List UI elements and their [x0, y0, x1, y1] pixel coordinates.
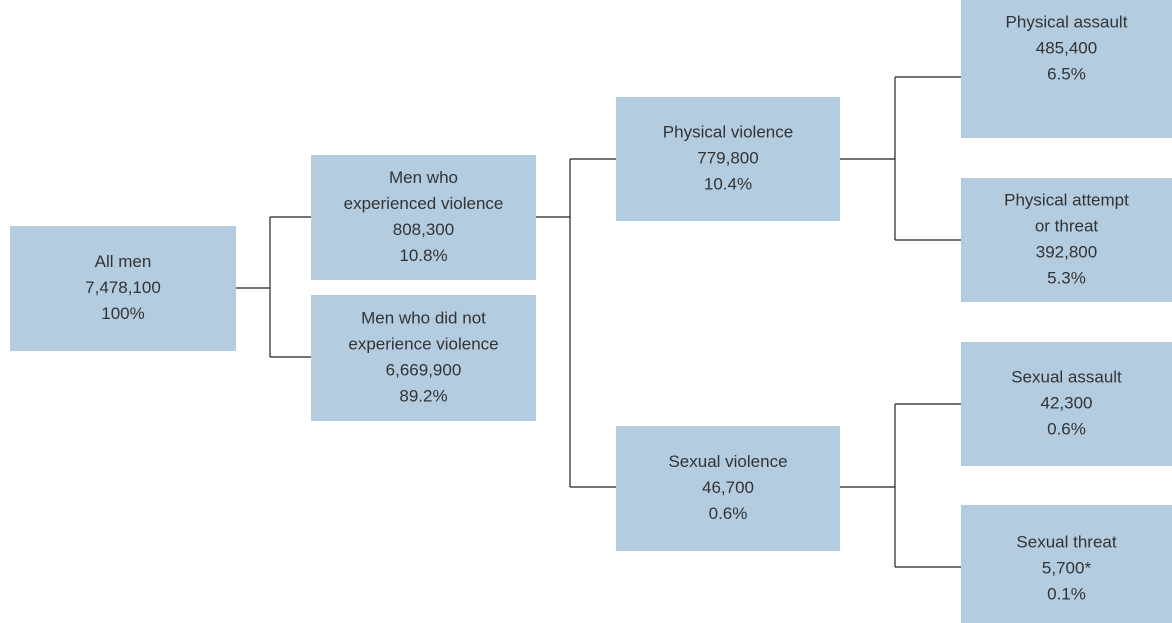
- node-box: [616, 426, 840, 551]
- node-text: 46,700: [702, 478, 754, 497]
- connector: [840, 76, 961, 241]
- node-text: Men who did not: [361, 308, 486, 327]
- node-box: [961, 0, 1172, 138]
- node-text: Sexual violence: [668, 452, 787, 471]
- node-text: 10.8%: [399, 246, 447, 265]
- connector: [840, 403, 961, 568]
- node-text: 89.2%: [399, 386, 447, 405]
- node-text: experienced violence: [344, 194, 504, 213]
- node-box: [961, 178, 1172, 302]
- node-text: 0.1%: [1047, 584, 1086, 603]
- node-box: [616, 97, 840, 221]
- connector: [236, 216, 311, 358]
- node-text: 7,478,100: [85, 278, 161, 297]
- node-text: All men: [95, 252, 152, 271]
- node-box: [311, 295, 536, 421]
- node-text: experience violence: [348, 334, 498, 353]
- connector: [536, 158, 616, 488]
- node-text: 0.6%: [709, 504, 748, 523]
- node-text: 392,800: [1036, 242, 1097, 261]
- node-text: Sexual assault: [1011, 367, 1122, 386]
- connectors: [236, 76, 961, 568]
- node-text: 779,800: [697, 148, 758, 167]
- node-text: 485,400: [1036, 38, 1097, 57]
- node-box: [10, 226, 236, 351]
- node-text: 5,700*: [1042, 558, 1092, 577]
- node-text: 0.6%: [1047, 419, 1086, 438]
- node-text: Physical assault: [1006, 12, 1128, 31]
- node-text: 808,300: [393, 220, 454, 239]
- node-text: or threat: [1035, 216, 1099, 235]
- node-text: Physical violence: [663, 122, 793, 141]
- node-text: 42,300: [1041, 393, 1093, 412]
- node-text: 100%: [101, 304, 144, 323]
- node-box: [311, 155, 536, 280]
- node-text: 5.3%: [1047, 268, 1086, 287]
- node-text: Sexual threat: [1016, 532, 1116, 551]
- node-text: 10.4%: [704, 174, 752, 193]
- node-box: [961, 342, 1172, 466]
- node-text: 6,669,900: [386, 360, 462, 379]
- node-text: Physical attempt: [1004, 190, 1129, 209]
- node-box: [961, 505, 1172, 623]
- node-text: Men who: [389, 168, 458, 187]
- node-text: 6.5%: [1047, 64, 1086, 83]
